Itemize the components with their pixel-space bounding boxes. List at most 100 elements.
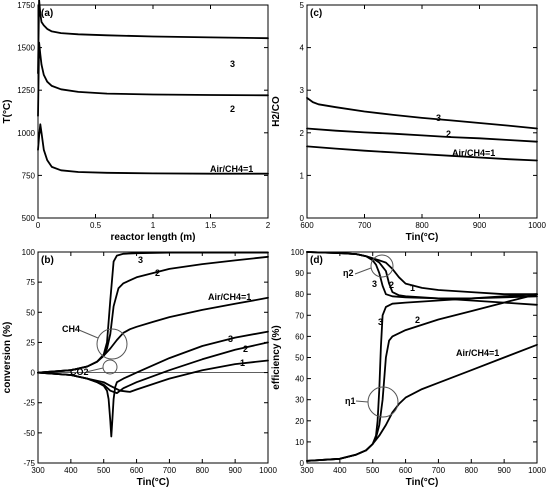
- panel-b-ch4-callout-leader: [78, 329, 99, 339]
- panel-b-xtick-label: 300: [31, 466, 45, 475]
- panel-d-xtick-label: 700: [432, 466, 446, 475]
- panel-b-xtick-label: 800: [196, 466, 210, 475]
- panel-d-ytick-label: 60: [295, 332, 304, 341]
- panel-b-ytick-label: 100: [22, 248, 36, 257]
- panel-b-ylabel: conversion (%): [2, 322, 13, 394]
- panel-d-series-5: [306, 343, 538, 462]
- panel-a-series-1: [37, 41, 269, 117]
- panel-d-xtick-label: 900: [497, 466, 511, 475]
- panel-c-curve-label-1: Air/CH4=1: [452, 148, 495, 158]
- panel-b-ytick-label: 25: [26, 338, 35, 347]
- panel-a-ylabel: T(°C): [2, 100, 13, 124]
- panel-d-series-0: [306, 251, 538, 300]
- panel-a-curve-label-2: 2: [230, 104, 235, 114]
- panel-a-series-2: [37, 123, 269, 175]
- panel-d-ylabel: efficiency (%): [271, 325, 282, 389]
- panel-d: efficiency (%) Tin(°C) (d) η2 η1 3 2 1 3…: [271, 248, 546, 487]
- panel-b-xtick-label: 600: [130, 466, 144, 475]
- panel-c-xtick-label: 600: [300, 221, 314, 230]
- panel-b-co2-callout-circle: [102, 359, 118, 375]
- panel-d-eta2-callout-circle: [370, 254, 394, 278]
- panel-a-label: (a): [41, 8, 53, 19]
- panel-a-ytick-label: 1750: [17, 1, 35, 10]
- panel-b-ch4-label-2: 2: [155, 268, 160, 278]
- panel-a-ytick-label: 500: [22, 214, 36, 223]
- panel-d-series-3: [306, 295, 538, 462]
- panel-b-ytick-label: -50: [23, 429, 35, 438]
- panel-d-xtick-label: 500: [366, 466, 380, 475]
- panel-b-series-5: [37, 359, 269, 393]
- panel-a-series-0: [37, 0, 269, 75]
- panel-d-ytick-label: 70: [295, 311, 304, 320]
- panel-c-ytick-label: 3: [300, 86, 305, 95]
- panel-c-frame: [306, 4, 538, 219]
- panel-a-xtick-label: 1.5: [205, 221, 217, 230]
- panel-b-ytick-label: -25: [23, 399, 35, 408]
- panel-d-eta1-label-1: Air/CH4=1: [456, 348, 499, 358]
- panel-d-eta2-callout-leader: [354, 267, 372, 275]
- panel-b-xlabel: Tin(°C): [137, 477, 170, 487]
- panel-d-eta1-callout-leader: [355, 400, 369, 403]
- panel-c-series-0: [306, 97, 538, 130]
- panel-c-ytick-label: 1: [300, 171, 305, 180]
- panel-d-eta2-label-1: 1: [410, 283, 415, 293]
- panel-c-xtick-label: 1000: [528, 221, 546, 230]
- panel-a-xtick-label: 0.5: [90, 221, 102, 230]
- panel-d-eta1-label-2: 2: [415, 315, 420, 325]
- panel-a-xtick-label: 1: [151, 221, 156, 230]
- panel-b-xtick-label: 400: [64, 466, 78, 475]
- panel-b-frame: [37, 251, 269, 464]
- panel-b-xtick-label: 500: [97, 466, 111, 475]
- panel-b-label: (b): [41, 255, 54, 266]
- panel-d-ytick-label: 50: [295, 354, 304, 363]
- panel-a-curve-label-1: Air/CH4=1: [210, 164, 253, 174]
- panel-d-ytick-label: 100: [291, 248, 305, 257]
- panel-c: H2/CO Tin(°C) (c) 3 2 Air/CH4=1 600 700 80…: [271, 1, 546, 243]
- panel-c-ytick-label: 5: [300, 1, 305, 10]
- panel-d-ytick-label: 90: [295, 269, 304, 278]
- panel-d-ytick-label: 30: [295, 396, 304, 405]
- panel-c-ylabel: H2/CO: [271, 96, 282, 127]
- panel-b-series-1: [37, 255, 269, 374]
- panel-c-xtick-label: 800: [415, 221, 429, 230]
- panel-d-xtick-label: 300: [300, 466, 314, 475]
- panel-c-curve-label-2: 2: [446, 129, 451, 139]
- panel-c-xtick-label: 900: [473, 221, 487, 230]
- panel-b-series-2: [37, 296, 269, 374]
- panel-a-xtick-label: 0: [36, 221, 41, 230]
- panel-d-xtick-label: 400: [333, 466, 347, 475]
- panel-b-co2-annotation: CO2: [70, 367, 89, 377]
- panel-d-ytick-label: 10: [295, 438, 304, 447]
- panel-d-eta2-label-3: 3: [372, 279, 377, 289]
- panel-c-series-2: [306, 145, 538, 162]
- panel-c-xtick-label: 700: [358, 221, 372, 230]
- panel-a: T(°C) reactor length (m) (a) 3 2 Air/CH4…: [2, 0, 271, 243]
- panel-d-series-2: [306, 251, 538, 296]
- panel-c-ytick-label: 4: [300, 44, 305, 53]
- panel-d-xtick-label: 600: [399, 466, 413, 475]
- panel-c-series-1: [306, 127, 538, 143]
- panel-d-eta1-annotation: η1: [345, 396, 356, 406]
- panel-c-xlabel: Tin(°C): [406, 232, 439, 243]
- panel-c-ytick-label: 0: [300, 214, 305, 223]
- panel-a-ytick-label: 750: [22, 171, 36, 180]
- panel-d-xtick-label: 800: [465, 466, 479, 475]
- panel-d-ytick-label: 80: [295, 290, 304, 299]
- panel-d-series-4: [306, 293, 538, 462]
- panel-b-co2-callout-leader: [85, 367, 104, 373]
- panel-a-xtick-label: 2: [266, 221, 271, 230]
- panel-c-label: (c): [310, 8, 322, 19]
- panel-a-curve-label-3: 3: [230, 59, 235, 69]
- panel-d-label: (d): [310, 255, 323, 266]
- panel-b-xtick-label: 1000: [259, 466, 277, 475]
- panel-b-ch4-annotation: CH4: [62, 324, 80, 334]
- panel-d-eta2-label-2: 2: [389, 280, 394, 290]
- panel-d-xtick-label: 1000: [528, 466, 546, 475]
- panel-b-xtick-label: 700: [163, 466, 177, 475]
- panel-a-ytick-label: 1000: [17, 129, 35, 138]
- panel-b-ytick-label: -75: [23, 459, 35, 468]
- panel-c-curve-label-3: 3: [436, 113, 441, 123]
- panel-d-ytick-label: 0: [300, 459, 305, 468]
- panel-d-ytick-label: 40: [295, 375, 304, 384]
